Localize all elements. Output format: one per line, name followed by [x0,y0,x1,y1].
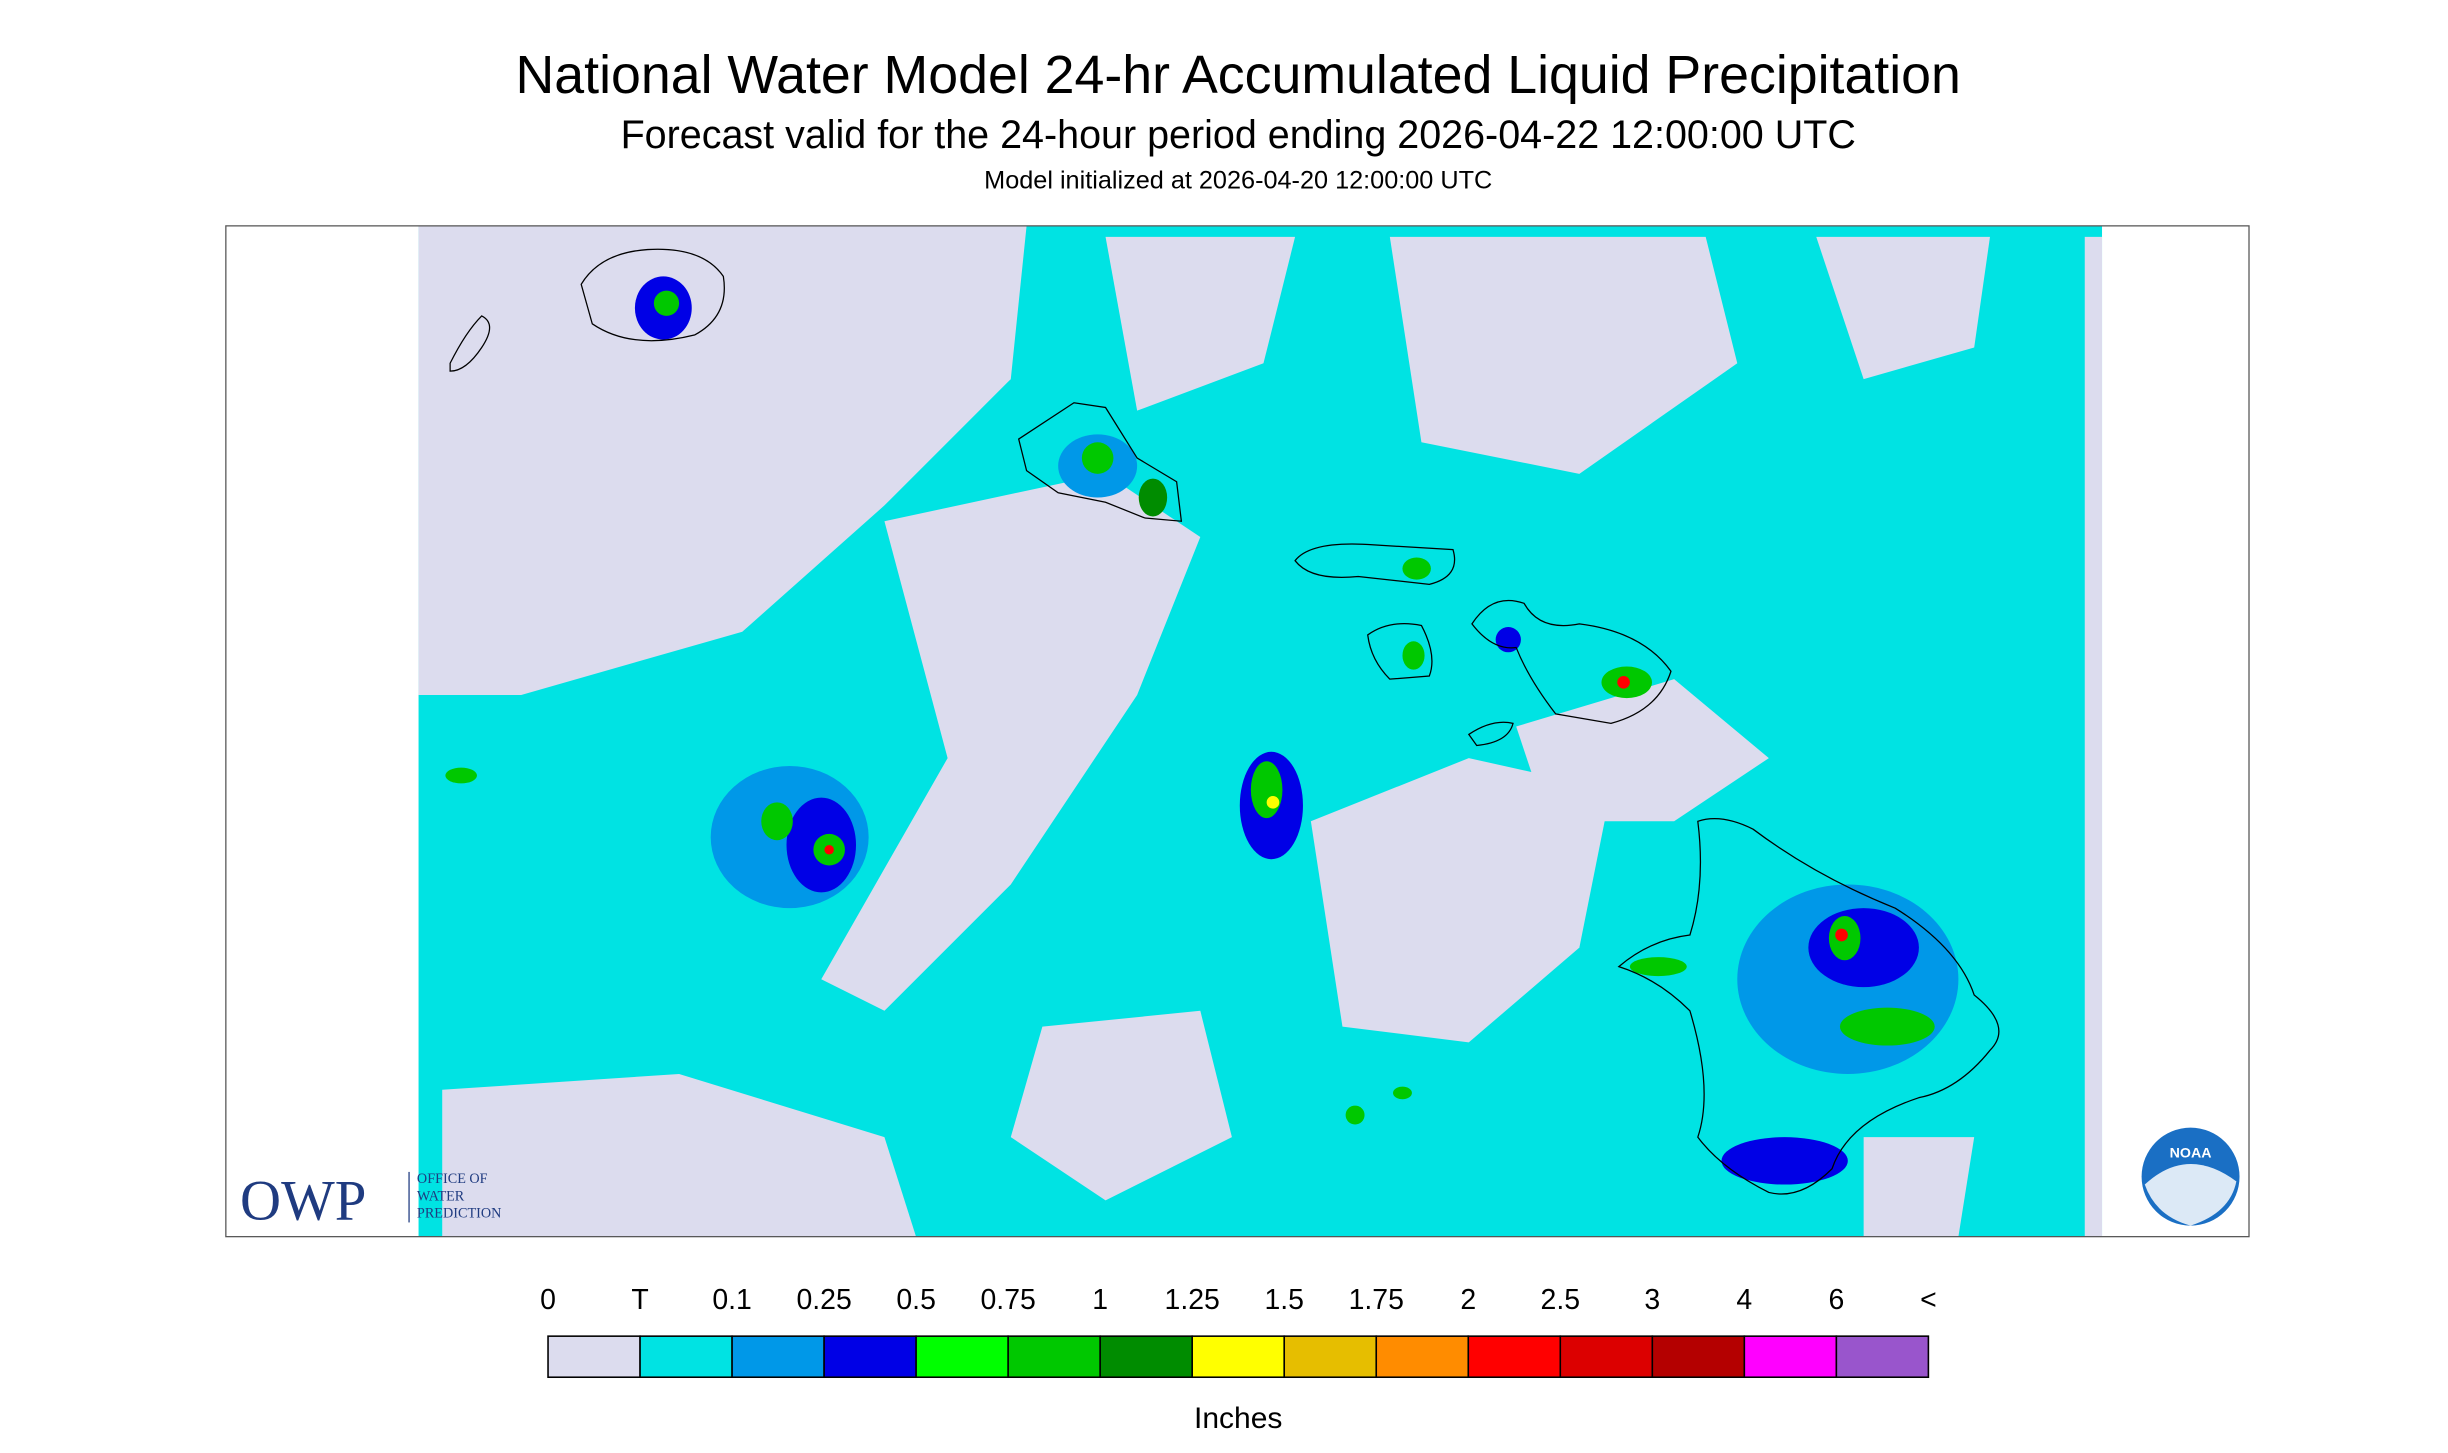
legend-swatch [1191,1335,1286,1379]
rain-cells [445,276,1959,1185]
legend-swatch [1283,1335,1378,1379]
subtitle: Forecast valid for the 24-hour period en… [621,113,1856,157]
legend-swatch [823,1335,917,1379]
legend-label: 2.5 [1541,1284,1581,1316]
legend-swatch [1651,1335,1746,1379]
dry-areas [418,225,2103,1237]
legend-swatch [639,1335,733,1379]
legend-label: 0.75 [981,1284,1036,1316]
title: National Water Model 24-hr Accumulated L… [516,45,1961,105]
legend-swatch [1099,1335,1193,1379]
noaa-logo: NOAA [2141,1127,2240,1226]
legend-swatch [1743,1335,1838,1379]
owp-text: OWP [240,1169,366,1232]
map-frame [225,225,2250,1238]
map: OWP OFFICE OF WATER PREDICTION NOAA [225,225,2250,1238]
legend-label: 0.5 [896,1284,935,1316]
legend-label: 4 [1736,1284,1752,1316]
owp-logo: OWP OFFICE OF WATER PREDICTION [240,1169,501,1232]
legend-swatch [1559,1335,1654,1379]
legend-label: 2 [1460,1284,1476,1316]
legend-swatch [1835,1335,1930,1379]
legend-label: 1.75 [1349,1284,1404,1316]
noaa-text: NOAA [2170,1146,2212,1162]
legend-swatch [731,1335,825,1379]
owp-line: PREDICTION [417,1206,501,1222]
legend-unit: Inches [1194,1402,1282,1435]
legend-label: 1.25 [1165,1284,1220,1316]
legend: 0 T 0.1 0.25 0.5 0.75 1 1.25 1.5 1.75 2 2.5 3 4 6 < Inch… [540,1284,1937,1435]
legend-swatch [1007,1335,1101,1379]
owp-line: WATER [417,1188,465,1204]
legend-label: 0.25 [796,1284,851,1316]
legend-label: 0.1 [712,1284,752,1316]
legend-label: 1.5 [1264,1284,1304,1316]
legend-label: T [631,1284,648,1316]
coastlines [449,248,2000,1195]
init-time: Model initialized at 2026-04-20 12:00:00… [984,166,1492,194]
legend-label: < [1920,1284,1937,1316]
legend-swatch [915,1335,1009,1379]
legend-label: 3 [1644,1284,1660,1316]
owp-line: OFFICE OF [417,1171,488,1187]
legend-swatch [547,1335,641,1379]
legend-label: 0 [540,1284,556,1316]
legend-label: 6 [1828,1284,1844,1316]
legend-swatch [1375,1335,1470,1379]
legend-label: 1 [1092,1284,1108,1316]
legend-swatch [1467,1335,1562,1379]
